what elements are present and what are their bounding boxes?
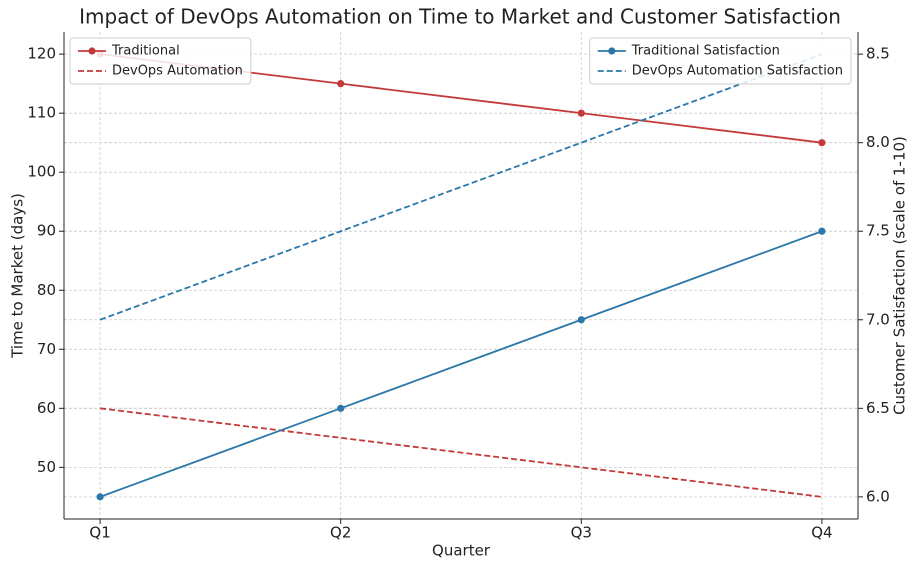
x-tick-label: Q2 [330,524,351,542]
point [337,80,345,88]
legend: Traditional Satisfaction DevOps Automatio… [589,37,852,85]
point [577,109,585,117]
legend-label: Traditional [111,44,180,59]
legend-marker [608,47,616,55]
y2-tick-label: 8.0 [866,133,890,151]
x-tick-label: Q3 [571,524,592,542]
legend-marker [88,47,96,55]
legend-label: DevOps Automation Satisfaction [632,64,843,79]
legend-label: Traditional Satisfaction [631,44,780,59]
y2-tick-label: 7.0 [866,310,890,328]
point [96,493,104,501]
legend-box [69,37,252,85]
point [337,404,345,412]
y2-axis-label: Customer Satisfaction (scale of 1-10) [891,136,909,415]
point [577,316,585,324]
y-tick-label: 80 [37,281,56,299]
x-tick-label: Q1 [89,524,110,542]
y-tick-label: 100 [27,163,56,181]
legend-box [589,37,852,85]
y2-tick-label: 6.0 [866,487,890,505]
y-tick-label: 110 [27,104,56,122]
y-tick-label: 60 [37,399,56,417]
line-series [99,53,823,321]
line-series [99,407,823,498]
y-tick-label: 70 [37,340,56,358]
legend-label: DevOps Automation [112,64,243,79]
y2-tick-label: 7.5 [866,222,890,240]
line-series [99,230,823,498]
legend: Traditional DevOps Automation [69,37,252,85]
point [818,227,826,235]
y-tick-label: 90 [37,222,56,240]
y2-tick-label: 8.5 [866,45,890,63]
y-tick-label: 120 [27,45,56,63]
chart-title: Impact of DevOps Automation on Time to M… [79,5,841,29]
y-axis-label: Time to Market (days) [9,193,27,359]
point [818,139,826,147]
x-axis-label: Quarter [432,542,491,560]
y-tick-label: 50 [37,458,56,476]
y2-tick-label: 6.5 [866,399,890,417]
x-tick-label: Q4 [811,524,832,542]
